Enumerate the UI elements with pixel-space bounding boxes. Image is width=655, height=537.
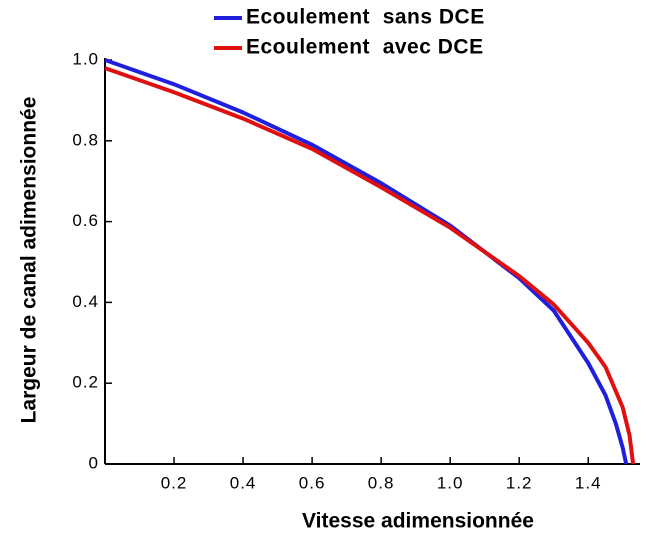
x-tick-label: 0.8 bbox=[368, 473, 395, 492]
x-tick-label: 1.4 bbox=[575, 473, 602, 492]
y-axis-label: Largeur de canal adimensionnée bbox=[18, 97, 41, 424]
legend-label: Ecoulement avec DCE bbox=[246, 36, 484, 59]
x-tick-label: 0.2 bbox=[161, 473, 188, 492]
y-tick-label: 1.0 bbox=[72, 49, 99, 68]
x-axis-label: Vitesse adimensionnée bbox=[302, 510, 534, 533]
x-tick-label: 0.4 bbox=[230, 473, 257, 492]
legend-label: Ecoulement sans DCE bbox=[246, 6, 485, 29]
line-series bbox=[104, 66, 636, 465]
y-tick-label: 0.6 bbox=[72, 211, 99, 230]
x-tick-label: 1.2 bbox=[506, 473, 533, 492]
x-tick-label: 1.0 bbox=[437, 473, 464, 492]
y-tick-label: 0.8 bbox=[72, 130, 99, 149]
y-tick-label: 0.4 bbox=[72, 292, 99, 311]
line-series bbox=[104, 58, 629, 465]
y-tick-label: 0 bbox=[89, 453, 99, 472]
x-tick-label: 0.6 bbox=[299, 473, 326, 492]
y-tick-label: 0.2 bbox=[72, 373, 99, 392]
